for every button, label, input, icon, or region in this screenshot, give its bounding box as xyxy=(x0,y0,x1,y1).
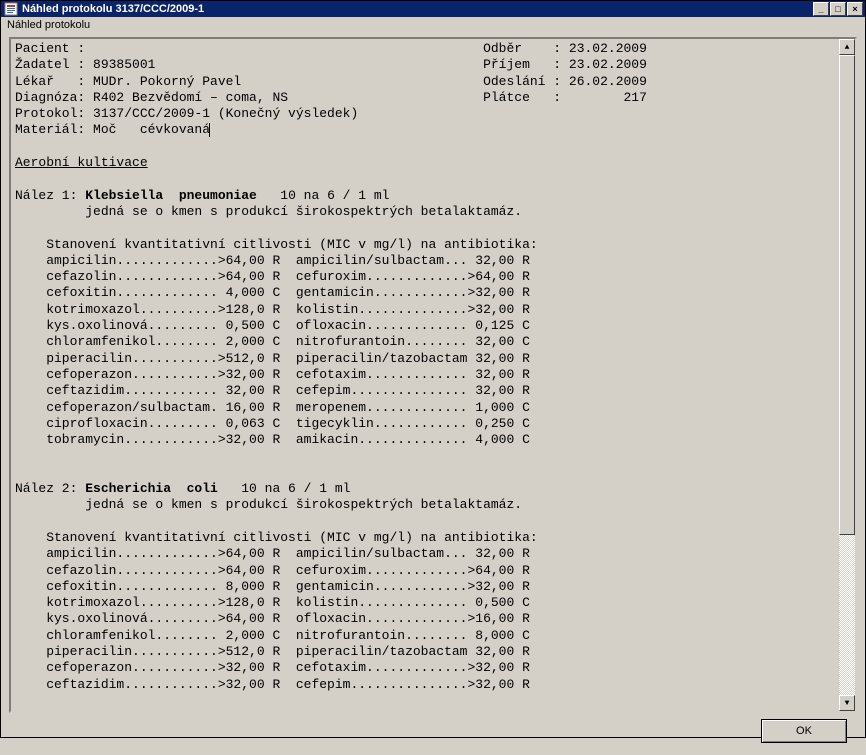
ok-button[interactable]: OK xyxy=(761,719,847,743)
menu-item-preview[interactable]: Náhled protokolu xyxy=(1,17,865,33)
content-area: Pacient : Odběr : 23.02.2009 Žadatel : 8… xyxy=(1,33,865,755)
app-icon xyxy=(3,1,19,17)
minimize-button[interactable]: _ xyxy=(813,2,829,16)
scroll-thumb[interactable] xyxy=(839,55,855,535)
close-button[interactable]: × xyxy=(847,2,863,16)
protocol-text-frame: Pacient : Odběr : 23.02.2009 Žadatel : 8… xyxy=(9,37,857,713)
scroll-track[interactable] xyxy=(839,55,855,695)
window-controls: _ □ × xyxy=(812,2,863,16)
vertical-scrollbar[interactable]: ▲ ▼ xyxy=(839,39,855,711)
maximize-button[interactable]: □ xyxy=(830,2,846,16)
scroll-up-button[interactable]: ▲ xyxy=(839,39,855,55)
titlebar[interactable]: Náhled protokolu 3137/CCC/2009-1 _ □ × xyxy=(1,1,865,17)
main-window: Náhled protokolu 3137/CCC/2009-1 _ □ × N… xyxy=(0,0,866,738)
window-title: Náhled protokolu 3137/CCC/2009-1 xyxy=(22,3,812,15)
scroll-down-button[interactable]: ▼ xyxy=(839,695,855,711)
footer: OK xyxy=(9,713,857,749)
protocol-text[interactable]: Pacient : Odběr : 23.02.2009 Žadatel : 8… xyxy=(11,39,855,711)
